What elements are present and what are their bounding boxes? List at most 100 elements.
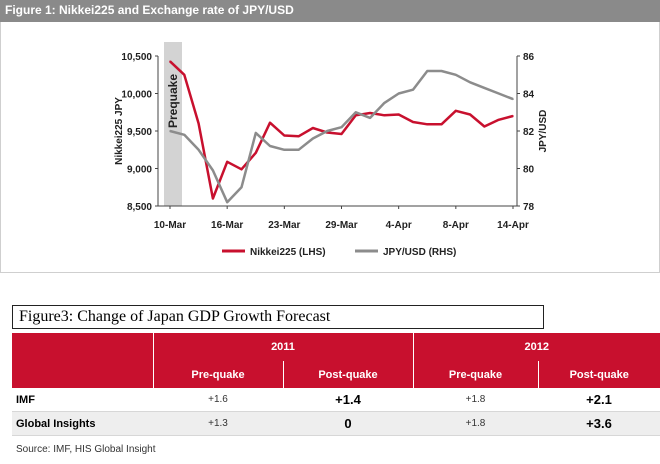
nikkei-point [369, 112, 371, 114]
jpyusd-point [197, 148, 200, 151]
left-tick-label: 10,000 [121, 90, 152, 101]
nikkei-point [240, 168, 243, 171]
table-year-row: 2011 2012 [12, 333, 660, 361]
jpyusd-point [226, 201, 228, 204]
nikkei-point [226, 160, 228, 163]
jpyusd-point [183, 133, 186, 136]
left-tick-label: 9,000 [127, 165, 152, 176]
jpyusd-point [169, 130, 171, 132]
nikkei-point [340, 133, 343, 135]
nikkei-point [397, 113, 400, 116]
legend-label-nikkei: Nikkei225 (LHS) [250, 247, 326, 258]
nikkei-point [497, 118, 500, 121]
jpyusd-point [455, 73, 457, 76]
nikkei-point [426, 123, 429, 126]
nikkei-point [412, 121, 414, 123]
jpyusd-point [297, 148, 300, 151]
jpyusd-point [383, 102, 386, 104]
nikkei-point [383, 114, 386, 117]
nikkei-point [169, 60, 171, 63]
nikkei-point [269, 121, 271, 124]
jpyusd-point [483, 87, 486, 89]
subheader-2011-post: Post-quake [282, 361, 413, 388]
legend-label-jpyusd: JPY/USD (RHS) [383, 247, 456, 258]
gi-2012-pre: +1.8 [413, 411, 538, 436]
nikkei-point [354, 114, 357, 117]
jpyusd-point [283, 148, 286, 151]
figure3-title-box: Figure3: Change of Japan GDP Growth Fore… [12, 305, 544, 329]
table-row: IMF +1.6 +1.4 +1.8 +2.1 [12, 388, 660, 412]
imf-2011-pre: +1.6 [153, 388, 283, 412]
prequake-band [164, 42, 182, 206]
jpyusd-point [412, 88, 414, 91]
jpyusd-point [512, 98, 514, 100]
nikkei-point [183, 73, 186, 76]
nikkei-point [455, 109, 457, 112]
x-tick-label: 16-Mar [211, 220, 243, 231]
jpyusd-point [254, 132, 257, 134]
x-tick-label: 10-Mar [154, 220, 186, 231]
right-tick-label: 80 [523, 165, 535, 176]
jpyusd-point [440, 70, 443, 72]
jpyusd-point [340, 126, 343, 129]
gi-2011-post: 0 [283, 411, 413, 436]
subheader-2012-pre: Pre-quake [412, 361, 538, 388]
table-corner [12, 333, 153, 361]
nikkei-series-line [169, 60, 514, 200]
gi-2012-post: +3.6 [538, 411, 660, 436]
nikkei-point [512, 115, 514, 117]
jpyusd-point [469, 81, 471, 84]
year-2012-header: 2012 [412, 333, 660, 361]
subheader-2011-pre: Pre-quake [152, 361, 283, 388]
year-2011-header: 2011 [152, 333, 413, 361]
table-corner-2 [12, 361, 153, 388]
nikkei-point [212, 197, 214, 200]
row-label-global-insights: Global Insights [12, 411, 153, 436]
jpyusd-point [212, 169, 214, 172]
gdp-forecast-table: 2011 2012 Pre-quake Post-quake Pre-quake… [12, 333, 660, 436]
right-tick-label: 86 [523, 52, 535, 63]
row-label-imf: IMF [12, 388, 153, 412]
jpyusd-point [397, 92, 400, 95]
nikkei-point [440, 123, 443, 126]
prequake-label: Prequake [166, 74, 180, 128]
imf-2012-post: +2.1 [538, 388, 660, 412]
imf-2012-pre: +1.8 [413, 388, 538, 412]
jpyusd-point [240, 186, 243, 189]
left-tick-label: 10,500 [121, 52, 152, 63]
nikkei-point [483, 125, 486, 128]
jpyusd-point [269, 145, 271, 147]
source-note: Source: IMF, HIS Global Insight [16, 444, 156, 455]
nikkei-jpy-chart: Prequake 8,500 9,000 9,500 10,000 10,500 78 80 8… [114, 42, 549, 258]
x-tick-label: 29-Mar [325, 220, 357, 231]
x-tick-label: 8-Apr [443, 220, 469, 231]
jpyusd-point [312, 137, 314, 140]
figure1-title: Figure 1: Nikkei225 and Exchange rate of… [5, 3, 294, 17]
x-tick-label: 14-Apr [497, 220, 529, 231]
left-tick-label: 8,500 [127, 202, 152, 213]
x-tick-label: 23-Mar [268, 220, 300, 231]
jpyusd-point [369, 117, 371, 119]
nikkei-point [197, 122, 200, 125]
right-axis-title: JPY/USD [538, 110, 549, 153]
jpyusd-point [497, 92, 500, 95]
table-subheader-row: Pre-quake Post-quake Pre-quake Post-quak… [12, 361, 660, 388]
table-row: Global Insights +1.3 0 +1.8 +3.6 [12, 411, 660, 436]
subheader-2012-post: Post-quake [537, 361, 660, 388]
nikkei-point [283, 134, 286, 137]
jpyusd-point [354, 111, 357, 114]
imf-2011-post: +1.4 [283, 388, 413, 412]
left-axis-title: Nikkei225 JPY [114, 97, 125, 165]
right-tick-label: 82 [523, 127, 535, 138]
jpyusd-point [326, 130, 329, 132]
nikkei-point [469, 113, 471, 116]
gi-2011-pre: +1.3 [153, 411, 283, 436]
x-tick-label: 4-Apr [386, 220, 412, 231]
jpyusd-series-line [169, 69, 514, 204]
nikkei-point [254, 151, 257, 154]
left-tick-label: 9,500 [127, 127, 152, 138]
right-tick-label: 84 [523, 90, 535, 101]
figure1-header: Figure 1: Nikkei225 and Exchange rate of… [0, 0, 660, 22]
right-tick-label: 78 [523, 202, 535, 213]
jpyusd-point [426, 70, 429, 72]
